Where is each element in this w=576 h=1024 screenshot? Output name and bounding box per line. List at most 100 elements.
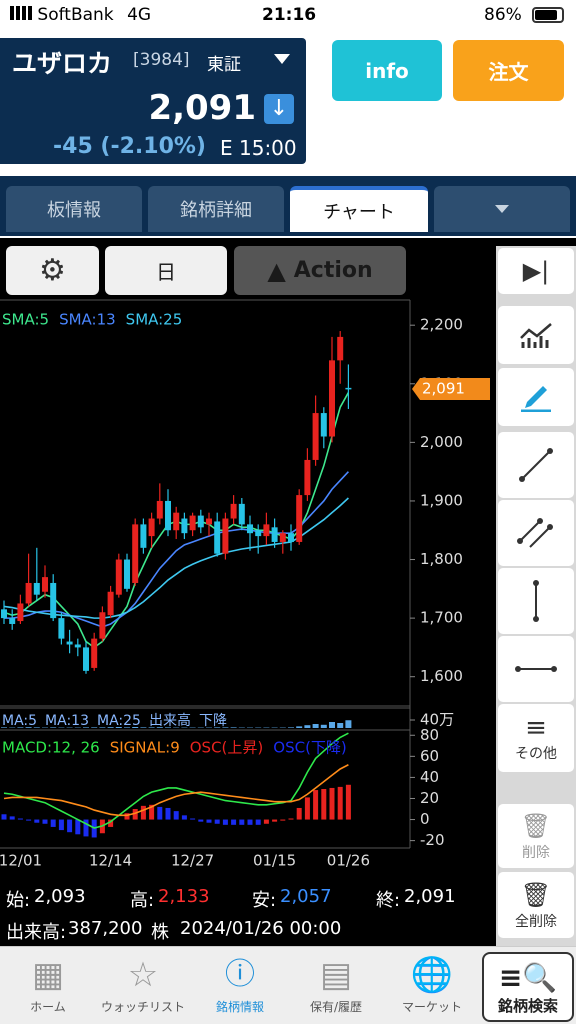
volume-legend: 下降	[199, 713, 227, 729]
osc-bar	[9, 816, 15, 820]
osc-bar	[17, 818, 23, 820]
volume-bar	[115, 727, 122, 728]
tab[interactable]: 銘柄詳細	[148, 186, 284, 232]
more-tools[interactable]: ≡ その他	[498, 704, 574, 772]
candle-body	[222, 518, 229, 554]
nav-item[interactable]: ▤ 保有/履歴	[309, 955, 363, 1014]
open-label: 始:	[6, 890, 31, 911]
nav-label: 保有/履歴	[309, 1000, 363, 1014]
volume-bar	[1, 727, 7, 728]
volume-label: 出来高:	[6, 922, 67, 943]
volume-bar	[304, 725, 311, 728]
settings-button[interactable]: ⚙	[6, 246, 99, 295]
y-tick-label: 40	[420, 768, 439, 786]
candle-body	[91, 638, 98, 668]
y-tick-label: 80	[420, 726, 439, 744]
osc-bar	[173, 811, 179, 820]
osc-bar	[181, 815, 187, 820]
osc-bar	[124, 813, 130, 820]
osc-bar	[288, 818, 294, 820]
stock-header[interactable]: ユザロカ [3984] 東証 2,091 ↓ -45 (-2.10%) E 15…	[0, 38, 306, 164]
volume-bar	[99, 727, 106, 728]
battery-icon	[532, 7, 564, 23]
volume-bar	[288, 727, 294, 728]
candle-body	[238, 503, 245, 525]
nav-item[interactable]: ▦ ホーム	[30, 955, 66, 1014]
indicator-button[interactable]	[498, 306, 574, 364]
candle-body	[206, 518, 212, 525]
tab-more[interactable]	[434, 186, 570, 232]
delete-all-button[interactable]: 🗑 全削除	[498, 872, 574, 938]
y-tick-label: 1,900	[420, 491, 463, 509]
nav-label: ホーム	[30, 1000, 66, 1014]
parallel-tool[interactable]	[498, 500, 574, 566]
candle-body	[263, 524, 270, 537]
candle-body	[279, 533, 286, 542]
candle-body	[74, 644, 81, 648]
osc-bar	[42, 819, 48, 824]
nav-item[interactable]: 🌐 マーケット	[401, 955, 462, 1014]
carrier: SoftBank	[37, 5, 114, 25]
line-tool[interactable]	[498, 432, 574, 498]
period-button[interactable]: 日	[105, 246, 227, 295]
osc-bar	[321, 789, 327, 820]
collapse-button[interactable]: ▶|	[498, 248, 574, 294]
nav-item[interactable]: ⓘ 銘柄情報	[215, 957, 264, 1014]
delete-button[interactable]: 🗑 削除	[498, 804, 574, 868]
osc-bar	[157, 806, 163, 820]
tab[interactable]: 板情報	[6, 186, 142, 232]
candle-body	[99, 612, 106, 639]
info-button[interactable]: info	[332, 40, 442, 101]
osc-bar	[198, 819, 204, 822]
candle-body	[304, 459, 311, 496]
osc-bar	[296, 807, 302, 820]
volume-bar	[214, 727, 221, 728]
draw-button[interactable]	[498, 368, 574, 426]
osc-bar	[214, 819, 220, 824]
tab-active[interactable]: チャート	[290, 186, 428, 232]
order-button[interactable]: 注文	[453, 40, 564, 101]
y-tick-label: 20	[420, 789, 439, 807]
stock-code: [3984]	[133, 50, 190, 70]
osc-bar	[67, 819, 73, 833]
osc-bar	[272, 819, 278, 822]
price: 2,091	[148, 88, 256, 128]
volume-bar	[83, 727, 89, 728]
candle-body	[345, 387, 352, 390]
candle-body	[165, 500, 171, 531]
y-tick-label: 1,600	[420, 667, 463, 685]
candle-body	[42, 577, 48, 592]
horizontal-tool[interactable]	[498, 636, 574, 702]
price-tag-label: 2,091	[422, 380, 465, 398]
y-tick-label: 60	[420, 747, 439, 765]
legend-label: MACD:12, 26	[2, 739, 100, 757]
nav-item[interactable]: ☆ ウォッチリスト	[100, 955, 185, 1014]
osc-bar	[222, 819, 228, 825]
candle-body	[17, 603, 24, 622]
vertical-tool[interactable]	[498, 568, 574, 634]
candle-body	[132, 524, 139, 583]
y-tick-label: 2,200	[420, 316, 463, 334]
osc-bar	[34, 819, 40, 823]
action-button[interactable]: ▲ Action	[234, 246, 406, 295]
down-arrow: ↓	[264, 94, 294, 124]
change: -45 (-2.10%)	[53, 134, 206, 159]
volume-bar	[222, 727, 229, 728]
nav-label: マーケット	[401, 1000, 462, 1014]
osc-bar	[304, 797, 310, 820]
osc-bar	[345, 784, 351, 820]
osc-bar	[329, 787, 335, 820]
nav-label: ウォッチリスト	[100, 1000, 185, 1014]
candle-body	[1, 609, 7, 619]
nav-item-search[interactable]: ≡🔍 銘柄検索	[482, 952, 574, 1022]
volume-bar	[124, 727, 130, 728]
osc-bar	[1, 814, 7, 820]
volume-bar	[156, 727, 163, 728]
low-label: 安:	[252, 890, 277, 911]
candle-body	[197, 515, 204, 528]
dropdown-icon	[274, 54, 290, 64]
y-tick-label: 1,700	[420, 609, 463, 627]
volume-legend: MA:25	[97, 713, 141, 729]
volume-legend: MA:13	[45, 713, 89, 729]
